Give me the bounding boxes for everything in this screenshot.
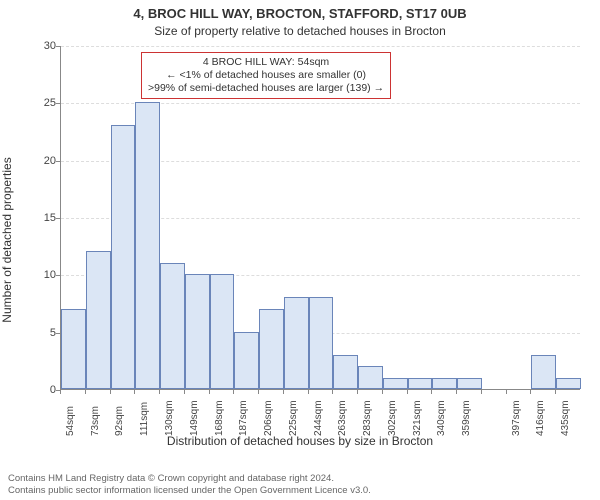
histogram-bar [210, 274, 235, 389]
y-tick-label: 20 [30, 155, 56, 167]
page-title: 4, BROC HILL WAY, BROCTON, STAFFORD, ST1… [0, 6, 600, 21]
x-axis-label: Distribution of detached houses by size … [0, 434, 600, 448]
x-tick-mark [85, 390, 86, 394]
y-tick-mark [56, 103, 60, 104]
y-tick-mark [56, 275, 60, 276]
annotation-box: 4 BROC HILL WAY: 54sqm ← <1% of detached… [141, 52, 391, 99]
x-tick-label: 73sqm [90, 406, 101, 436]
y-axis-label: Number of detached properties [0, 157, 14, 322]
x-tick-label: 416sqm [535, 400, 546, 436]
x-tick-label: 111sqm [139, 402, 150, 436]
x-tick-label: 168sqm [214, 400, 225, 436]
gridline [61, 46, 580, 47]
histogram-bar [86, 251, 111, 389]
x-tick-mark [530, 390, 531, 394]
x-tick-mark [481, 390, 482, 394]
x-tick-label: 263sqm [337, 400, 348, 436]
histogram-bar [383, 378, 408, 389]
x-tick-label: 302sqm [387, 400, 398, 436]
y-tick-mark [56, 46, 60, 47]
x-tick-mark [308, 390, 309, 394]
x-tick-label: 149sqm [189, 400, 200, 436]
x-tick-mark [60, 390, 61, 394]
y-tick-label: 10 [30, 269, 56, 281]
y-tick-label: 25 [30, 97, 56, 109]
x-tick-label: 359sqm [461, 400, 472, 436]
x-tick-label: 206sqm [263, 400, 274, 436]
annotation-line3: >99% of semi-detached houses are larger … [148, 82, 384, 95]
x-tick-mark [456, 390, 457, 394]
histogram-bar [432, 378, 457, 389]
attribution-line1: Contains HM Land Registry data © Crown c… [8, 473, 592, 484]
x-tick-label: 283sqm [362, 400, 373, 436]
annotation-line2: ← <1% of detached houses are smaller (0) [148, 69, 384, 82]
chart-container: Number of detached properties 4 BROC HIL… [0, 40, 600, 460]
histogram-bar [556, 378, 581, 389]
x-tick-mark [159, 390, 160, 394]
histogram-bar [61, 309, 86, 389]
x-tick-label: 187sqm [238, 400, 249, 436]
x-tick-mark [506, 390, 507, 394]
x-tick-mark [258, 390, 259, 394]
histogram-bar [135, 102, 160, 389]
x-tick-mark [357, 390, 358, 394]
y-tick-label: 30 [30, 40, 56, 52]
histogram-bar [284, 297, 309, 389]
histogram-bar [358, 366, 383, 389]
x-tick-label: 130sqm [164, 400, 175, 436]
x-tick-mark [332, 390, 333, 394]
x-tick-mark [407, 390, 408, 394]
y-tick-mark [56, 333, 60, 334]
histogram-bar [111, 125, 136, 389]
x-tick-mark [283, 390, 284, 394]
annotation-line1: 4 BROC HILL WAY: 54sqm [148, 56, 384, 69]
y-tick-mark [56, 161, 60, 162]
histogram-bar [333, 355, 358, 389]
y-tick-mark [56, 218, 60, 219]
x-tick-label: 321sqm [412, 400, 423, 436]
x-tick-mark [555, 390, 556, 394]
x-tick-label: 92sqm [114, 406, 125, 436]
histogram-bar [160, 263, 185, 389]
histogram-bar [234, 332, 259, 389]
x-tick-mark [134, 390, 135, 394]
y-tick-label: 0 [30, 384, 56, 396]
x-tick-label: 244sqm [313, 400, 324, 436]
x-tick-label: 435sqm [560, 400, 571, 436]
histogram-bar [259, 309, 284, 389]
histogram-bar [309, 297, 334, 389]
x-tick-mark [431, 390, 432, 394]
y-tick-label: 5 [30, 327, 56, 339]
x-tick-label: 225sqm [288, 400, 299, 436]
x-tick-mark [209, 390, 210, 394]
histogram-bar [185, 274, 210, 389]
x-tick-label: 397sqm [511, 400, 522, 436]
y-tick-label: 15 [30, 212, 56, 224]
page-subtitle: Size of property relative to detached ho… [0, 24, 600, 38]
attribution: Contains HM Land Registry data © Crown c… [8, 473, 592, 496]
attribution-line2: Contains public sector information licen… [8, 485, 592, 496]
histogram-bar [408, 378, 433, 389]
x-tick-label: 340sqm [436, 400, 447, 436]
histogram-bar [457, 378, 482, 389]
x-tick-mark [184, 390, 185, 394]
x-tick-mark [233, 390, 234, 394]
x-tick-mark [110, 390, 111, 394]
x-tick-label: 54sqm [65, 406, 76, 436]
x-tick-mark [382, 390, 383, 394]
histogram-bar [531, 355, 556, 389]
plot-area: 4 BROC HILL WAY: 54sqm ← <1% of detached… [60, 46, 580, 390]
